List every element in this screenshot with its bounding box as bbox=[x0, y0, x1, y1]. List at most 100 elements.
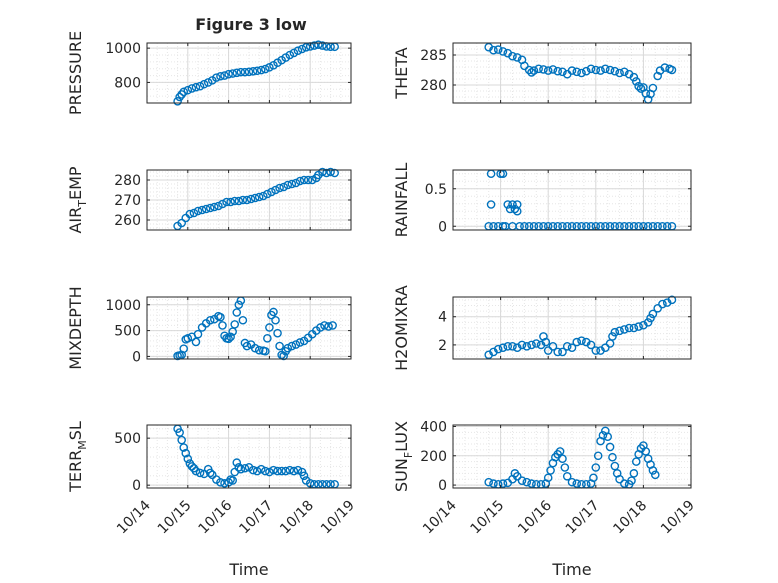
data-point bbox=[177, 90, 186, 99]
data-point bbox=[555, 447, 565, 456]
data-point bbox=[271, 315, 280, 325]
data-point bbox=[605, 442, 615, 452]
data-point bbox=[240, 67, 250, 77]
data-point bbox=[265, 323, 274, 332]
data-point bbox=[629, 469, 639, 478]
axes-box bbox=[452, 42, 692, 104]
data-point bbox=[212, 73, 221, 82]
y-tick-label: 270 bbox=[114, 193, 141, 209]
data-point bbox=[191, 82, 201, 92]
data-point bbox=[567, 477, 577, 487]
data-point bbox=[295, 176, 305, 186]
data-point bbox=[293, 46, 303, 56]
data-point bbox=[646, 313, 655, 323]
axes-box bbox=[452, 169, 692, 231]
data-point bbox=[603, 432, 613, 442]
data-point bbox=[527, 479, 536, 488]
data-point bbox=[510, 204, 520, 214]
data-point bbox=[195, 468, 205, 478]
data-point bbox=[508, 51, 517, 61]
data-point bbox=[261, 346, 270, 356]
data-point bbox=[179, 87, 189, 97]
data-point bbox=[653, 71, 662, 81]
data-point bbox=[543, 346, 553, 355]
data-point bbox=[314, 40, 323, 50]
data-point bbox=[610, 327, 620, 337]
data-point bbox=[269, 465, 278, 475]
data-point bbox=[228, 69, 237, 78]
data-point bbox=[234, 463, 244, 472]
data-point bbox=[643, 318, 653, 327]
data-point bbox=[218, 199, 227, 209]
data-point bbox=[667, 295, 677, 305]
data-point bbox=[493, 344, 503, 354]
y-axis-label: PRESSURE bbox=[66, 31, 85, 115]
data-point bbox=[291, 178, 301, 188]
data-point bbox=[520, 61, 529, 71]
data-point bbox=[177, 435, 186, 445]
y-tick-label: 0 bbox=[438, 478, 447, 494]
data-point bbox=[493, 45, 503, 54]
y-tick-label: 1000 bbox=[105, 41, 141, 57]
data-point bbox=[234, 196, 244, 206]
data-point bbox=[615, 68, 624, 78]
data-point bbox=[205, 203, 215, 213]
data-point bbox=[512, 471, 522, 481]
data-point bbox=[620, 479, 629, 488]
y-tick-label: 500 bbox=[114, 324, 141, 340]
data-point bbox=[631, 77, 641, 86]
data-point bbox=[541, 337, 551, 347]
data-point bbox=[615, 326, 624, 336]
data-point bbox=[248, 66, 258, 76]
data-point bbox=[189, 208, 199, 218]
data-point bbox=[258, 191, 268, 201]
data-point bbox=[254, 192, 264, 202]
data-point bbox=[224, 69, 233, 79]
data-point bbox=[562, 471, 572, 481]
data-point bbox=[222, 197, 231, 207]
data-point bbox=[193, 206, 203, 216]
data-point bbox=[648, 466, 658, 475]
data-point bbox=[658, 299, 667, 309]
data-point bbox=[489, 45, 498, 55]
data-point bbox=[287, 341, 297, 351]
data-point bbox=[265, 467, 274, 477]
data-point bbox=[543, 473, 553, 483]
data-point bbox=[318, 41, 327, 50]
y-tick-label: 0 bbox=[132, 478, 141, 494]
data-point bbox=[558, 67, 567, 77]
data-point bbox=[285, 465, 295, 475]
data-point bbox=[242, 195, 252, 205]
data-point bbox=[527, 68, 536, 77]
data-point bbox=[605, 65, 615, 75]
subplot-4: 0 0.5 RAINFALL bbox=[392, 163, 692, 238]
data-point bbox=[232, 308, 242, 317]
data-point bbox=[532, 339, 541, 348]
data-point bbox=[610, 461, 620, 471]
data-point bbox=[328, 321, 337, 330]
data-point bbox=[577, 336, 586, 345]
y-axis-label: THETA bbox=[392, 47, 411, 99]
data-point bbox=[503, 342, 513, 351]
data-point bbox=[601, 64, 610, 74]
data-point bbox=[254, 345, 264, 355]
data-point bbox=[539, 65, 548, 74]
data-point bbox=[624, 323, 634, 333]
data-point bbox=[230, 196, 240, 206]
data-point bbox=[598, 430, 608, 440]
data-point bbox=[543, 66, 553, 75]
data-point bbox=[197, 205, 207, 215]
y-axis-label: RAINFALL bbox=[392, 163, 411, 238]
data-point bbox=[277, 466, 286, 476]
y-axis-label: TERRMSL bbox=[66, 421, 89, 493]
data-point bbox=[572, 67, 582, 77]
y-axis-label: MIXDEPTH bbox=[66, 286, 85, 369]
data-point bbox=[183, 85, 193, 95]
data-point bbox=[610, 66, 620, 76]
data-point bbox=[273, 466, 282, 476]
y-tick-label: 0.5 bbox=[425, 182, 447, 198]
data-point bbox=[608, 452, 617, 462]
x-axis-label: Time bbox=[551, 560, 591, 579]
data-point bbox=[210, 202, 219, 212]
axes-box bbox=[146, 42, 352, 104]
